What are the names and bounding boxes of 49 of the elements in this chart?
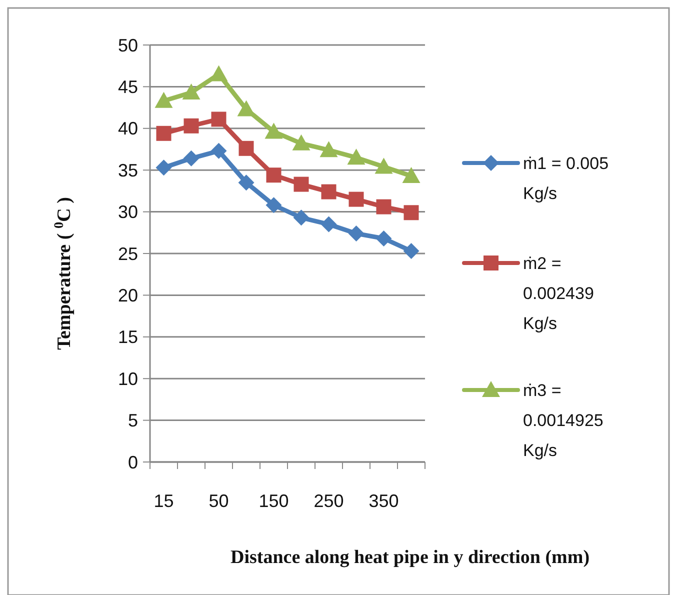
x-tick-label: 250	[314, 491, 344, 511]
point	[403, 243, 420, 259]
y-tick-label: 15	[118, 327, 138, 348]
point	[402, 166, 420, 183]
point	[210, 142, 227, 159]
y-tick-label: 10	[118, 368, 138, 389]
legend-label: ṁ3 = 0.0014925 Kg/s	[523, 381, 604, 460]
x-tick-label: 150	[258, 491, 289, 511]
y-tick-label: 50	[118, 35, 138, 56]
y-tick-label: 0	[128, 452, 138, 472]
point	[264, 122, 283, 139]
y-tick-label: 30	[118, 202, 138, 222]
point	[210, 65, 228, 82]
point	[182, 84, 200, 100]
point	[376, 199, 392, 214]
x-axis-title: Distance along heat pipe in y direction (mm)	[230, 547, 590, 568]
x-tick-label: 15	[154, 491, 174, 511]
x-tick-label: 50	[208, 491, 229, 511]
point	[238, 174, 254, 191]
point	[266, 168, 282, 183]
legend-label: ṁ2 = 0.002439 Kg/s	[523, 254, 594, 333]
point	[292, 134, 310, 150]
point	[348, 225, 364, 242]
point	[293, 210, 310, 226]
point	[347, 148, 366, 165]
point	[320, 216, 337, 232]
point	[376, 230, 392, 246]
point	[183, 150, 200, 166]
legend-label: ṁ1 = 0.005 Kg/s	[523, 154, 609, 203]
point	[320, 141, 338, 158]
point	[404, 205, 419, 220]
y-tick-label: 20	[118, 286, 138, 306]
point	[154, 92, 173, 108]
y-tick-label: 5	[128, 410, 138, 431]
y-tick-label: 45	[118, 77, 138, 97]
y-tick-label: 25	[118, 244, 138, 264]
point	[374, 158, 393, 174]
point	[321, 184, 336, 200]
y-tick-label: 35	[118, 160, 138, 180]
point	[184, 118, 199, 134]
x-tick-label: 350	[368, 491, 399, 511]
point	[211, 112, 226, 127]
point	[238, 140, 254, 156]
point	[156, 126, 172, 141]
point	[294, 176, 309, 192]
point	[348, 192, 364, 207]
y-tick-label: 40	[118, 118, 138, 139]
point	[266, 197, 282, 214]
point	[156, 160, 172, 176]
